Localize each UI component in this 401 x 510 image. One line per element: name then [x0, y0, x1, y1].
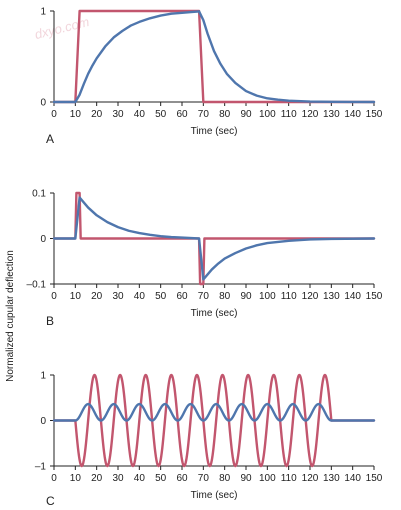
- x-tick-label: 30: [112, 291, 124, 302]
- x-tick-label: 50: [155, 291, 167, 302]
- x-tick-label: 90: [240, 473, 252, 484]
- x-tick-label: 30: [112, 109, 124, 120]
- panel-letter: B: [46, 314, 54, 328]
- x-tick-label: 120: [302, 109, 319, 120]
- x-tick-label: 110: [281, 109, 297, 120]
- x-tick-label: 50: [155, 473, 167, 484]
- x-tick-label: 40: [134, 291, 146, 302]
- x-tick-label: 140: [344, 473, 361, 484]
- x-tick-label: 0: [51, 109, 57, 120]
- stimulus-line: [52, 9, 376, 104]
- x-tick-label: 140: [344, 291, 361, 302]
- response-line: [52, 402, 376, 422]
- x-tick-label: 100: [259, 473, 276, 484]
- x-tick-label: 150: [366, 109, 383, 120]
- x-tick-label: 0: [51, 291, 57, 302]
- x-tick-label: 20: [91, 291, 103, 302]
- x-axis-label: Time (sec): [191, 126, 238, 137]
- x-tick-label: 50: [155, 109, 167, 120]
- y-axis-label: Normalized cupular deflection: [5, 250, 16, 382]
- x-tick-label: 70: [198, 291, 210, 302]
- y-tick-label: 1: [40, 7, 46, 18]
- x-tick-label: 60: [176, 109, 188, 120]
- y-tick-label: 1: [40, 371, 46, 382]
- x-tick-label: 120: [302, 473, 319, 484]
- x-tick-label: 80: [219, 109, 231, 120]
- x-axis-label: Time (sec): [191, 308, 238, 319]
- x-tick-label: 10: [70, 109, 82, 120]
- x-tick-label: 100: [259, 291, 276, 302]
- panel-c: 0 10 20 30 40 50 60 70 80 90 100 110 120 130 140 150 –1 0…: [35, 371, 383, 509]
- x-tick-label: 10: [70, 473, 82, 484]
- y-tick-label: 0.1: [32, 189, 46, 200]
- x-tick-label: 70: [198, 473, 210, 484]
- x-tick-label: 30: [112, 473, 124, 484]
- y-tick-label: 0: [40, 234, 46, 245]
- x-tick-label: 90: [240, 291, 252, 302]
- y-tick-label: 0: [40, 98, 46, 109]
- x-tick-label: 110: [281, 291, 297, 302]
- x-tick-label: 140: [344, 109, 361, 120]
- panel-b: 0 10 20 30 40 50 60 70 80 90 100 110 120 130 140 150 –0.…: [27, 189, 383, 329]
- x-tick-label: 10: [70, 291, 82, 302]
- x-tick-label: 130: [323, 291, 340, 302]
- x-tick-label: 20: [91, 109, 103, 120]
- x-tick-label: 130: [323, 473, 340, 484]
- x-tick-label: 40: [134, 473, 146, 484]
- x-tick-label: 90: [240, 109, 252, 120]
- response-line: [52, 10, 376, 104]
- stimulus-line: [52, 191, 376, 286]
- x-tick-label: 70: [198, 109, 210, 120]
- x-tick-label: 110: [281, 473, 297, 484]
- panel-letter: C: [46, 494, 55, 508]
- x-tick-label: 130: [323, 109, 340, 120]
- x-axis-label: Time (sec): [191, 490, 238, 501]
- x-tick-label: 60: [176, 473, 188, 484]
- response-line: [52, 196, 376, 281]
- stimulus-line: [52, 373, 376, 468]
- x-tick-label: 0: [51, 473, 57, 484]
- x-tick-label: 150: [366, 291, 383, 302]
- y-tick-label: –1: [35, 462, 47, 473]
- watermark-text: dxyo.com: [33, 14, 91, 42]
- x-tick-label: 40: [134, 109, 146, 120]
- y-tick-label: –0.1: [27, 280, 47, 291]
- x-tick-label: 120: [302, 291, 319, 302]
- x-tick-label: 150: [366, 473, 383, 484]
- panel-letter: A: [46, 132, 54, 146]
- x-tick-label: 80: [219, 473, 231, 484]
- x-tick-label: 60: [176, 291, 188, 302]
- y-tick-label: 0: [40, 416, 46, 427]
- panel-a: 0 10 20 30 40 50 60 70 80 90 100 110 120 130 140 150 0 1 T…: [40, 7, 382, 147]
- x-tick-label: 20: [91, 473, 103, 484]
- x-tick-label: 80: [219, 291, 231, 302]
- x-tick-label: 100: [259, 109, 276, 120]
